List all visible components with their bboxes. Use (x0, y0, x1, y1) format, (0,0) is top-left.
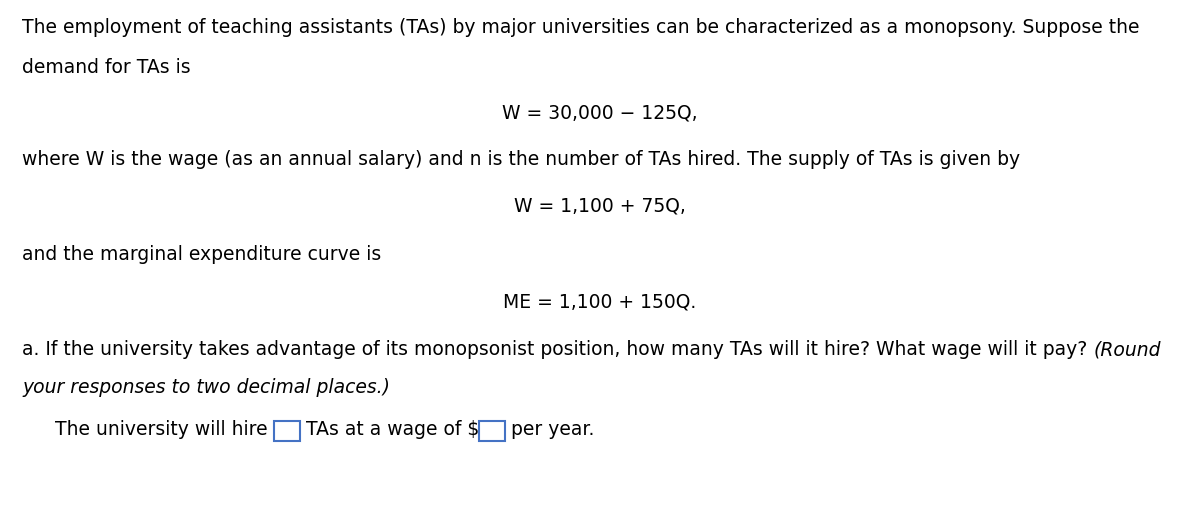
Text: W = 30,000 − 125Q,: W = 30,000 − 125Q, (502, 103, 698, 122)
Text: TAs at a wage of $: TAs at a wage of $ (300, 419, 479, 438)
FancyBboxPatch shape (274, 421, 300, 441)
Text: The university will hire: The university will hire (55, 419, 274, 438)
Text: a. If the university takes advantage of its monopsonist position, how many TAs w: a. If the university takes advantage of … (22, 339, 1093, 358)
Text: and the marginal expenditure curve is: and the marginal expenditure curve is (22, 244, 382, 264)
Text: W = 1,100 + 75Q,: W = 1,100 + 75Q, (514, 196, 686, 216)
Text: ME = 1,100 + 150Q.: ME = 1,100 + 150Q. (503, 291, 697, 311)
Text: demand for TAs is: demand for TAs is (22, 58, 191, 77)
Text: per year.: per year. (505, 419, 594, 438)
Text: (Round: (Round (1093, 339, 1160, 358)
FancyBboxPatch shape (479, 421, 505, 441)
Text: where W is the wage (as an annual salary) and n is the number of TAs hired. The : where W is the wage (as an annual salary… (22, 149, 1020, 169)
Text: The employment of teaching assistants (TAs) by major universities can be charact: The employment of teaching assistants (T… (22, 18, 1140, 37)
Text: your responses to two decimal places.): your responses to two decimal places.) (22, 377, 390, 396)
